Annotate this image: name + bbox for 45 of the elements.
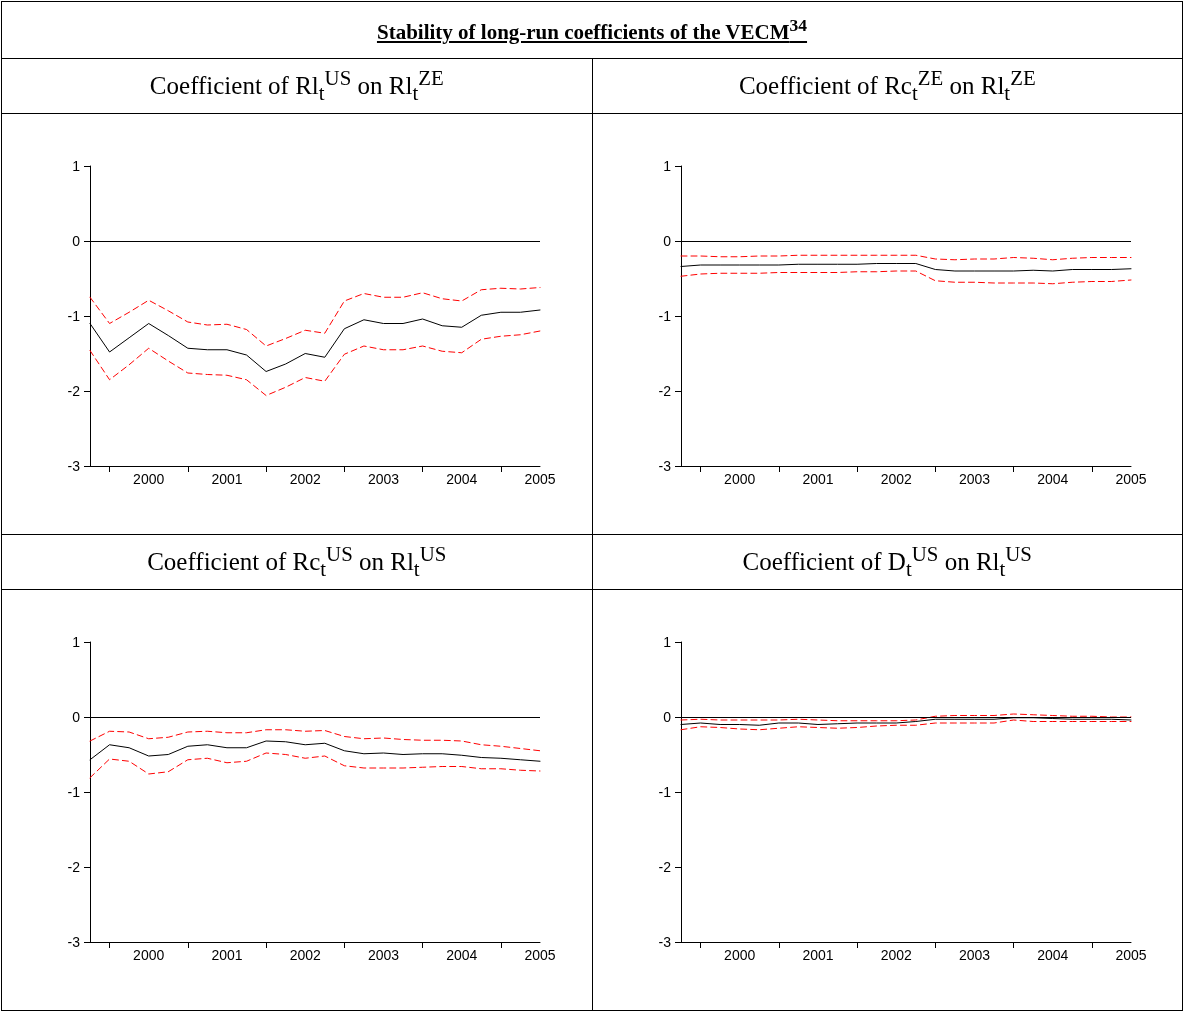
x-tick-label: 2001: [801, 947, 834, 963]
y-tick-label: -2: [67, 383, 81, 399]
x-tick-label: 2004: [446, 947, 478, 963]
y-tick-label: -1: [67, 784, 81, 800]
x-tick-label: 2002: [880, 471, 912, 487]
y-tick-label: 0: [662, 709, 671, 725]
y-tick-label: 1: [72, 158, 81, 174]
y-tick-label: 0: [72, 709, 81, 725]
x-tick-label: 2000: [133, 947, 165, 963]
y-tick-label: -2: [67, 859, 81, 875]
y-tick-label: 1: [662, 634, 671, 650]
x-tick-label: 2000: [723, 947, 755, 963]
x-tick-label: 2000: [133, 471, 165, 487]
y-tick-label: -1: [67, 308, 81, 324]
x-tick-label: 2002: [880, 947, 912, 963]
x-tick-label: 2005: [1114, 471, 1147, 487]
x-tick-label: 2003: [367, 947, 400, 963]
y-tick-label: -1: [658, 784, 671, 800]
x-tick-label: 2003: [958, 471, 990, 487]
y-tick-label: -2: [658, 383, 671, 399]
y-tick-label: -3: [67, 934, 81, 950]
y-tick-label: -3: [67, 458, 81, 474]
y-tick-label: 1: [72, 634, 81, 650]
x-tick-label: 2001: [801, 471, 834, 487]
x-tick-label: 2005: [524, 471, 556, 487]
x-tick-label: 2000: [723, 471, 755, 487]
y-tick-label: 0: [662, 233, 671, 249]
x-tick-label: 2003: [367, 471, 400, 487]
x-tick-label: 2005: [524, 947, 556, 963]
y-tick-label: -1: [658, 308, 671, 324]
y-tick-label: 1: [662, 158, 671, 174]
x-tick-label: 2001: [211, 471, 243, 487]
x-tick-label: 2004: [1036, 947, 1069, 963]
y-tick-label: 0: [72, 233, 81, 249]
x-tick-label: 2002: [289, 471, 321, 487]
x-tick-label: 2003: [958, 947, 990, 963]
x-tick-label: 2005: [1114, 947, 1147, 963]
x-tick-label: 2004: [446, 471, 478, 487]
y-tick-label: -2: [658, 859, 671, 875]
y-tick-label: -3: [658, 458, 671, 474]
x-tick-label: 2002: [289, 947, 321, 963]
y-tick-label: -3: [658, 934, 671, 950]
x-tick-label: 2001: [211, 947, 243, 963]
x-tick-label: 2004: [1036, 471, 1069, 487]
text: Stability of long-run coefficients of the VECM$^{34}$: [1, 1, 1183, 59]
